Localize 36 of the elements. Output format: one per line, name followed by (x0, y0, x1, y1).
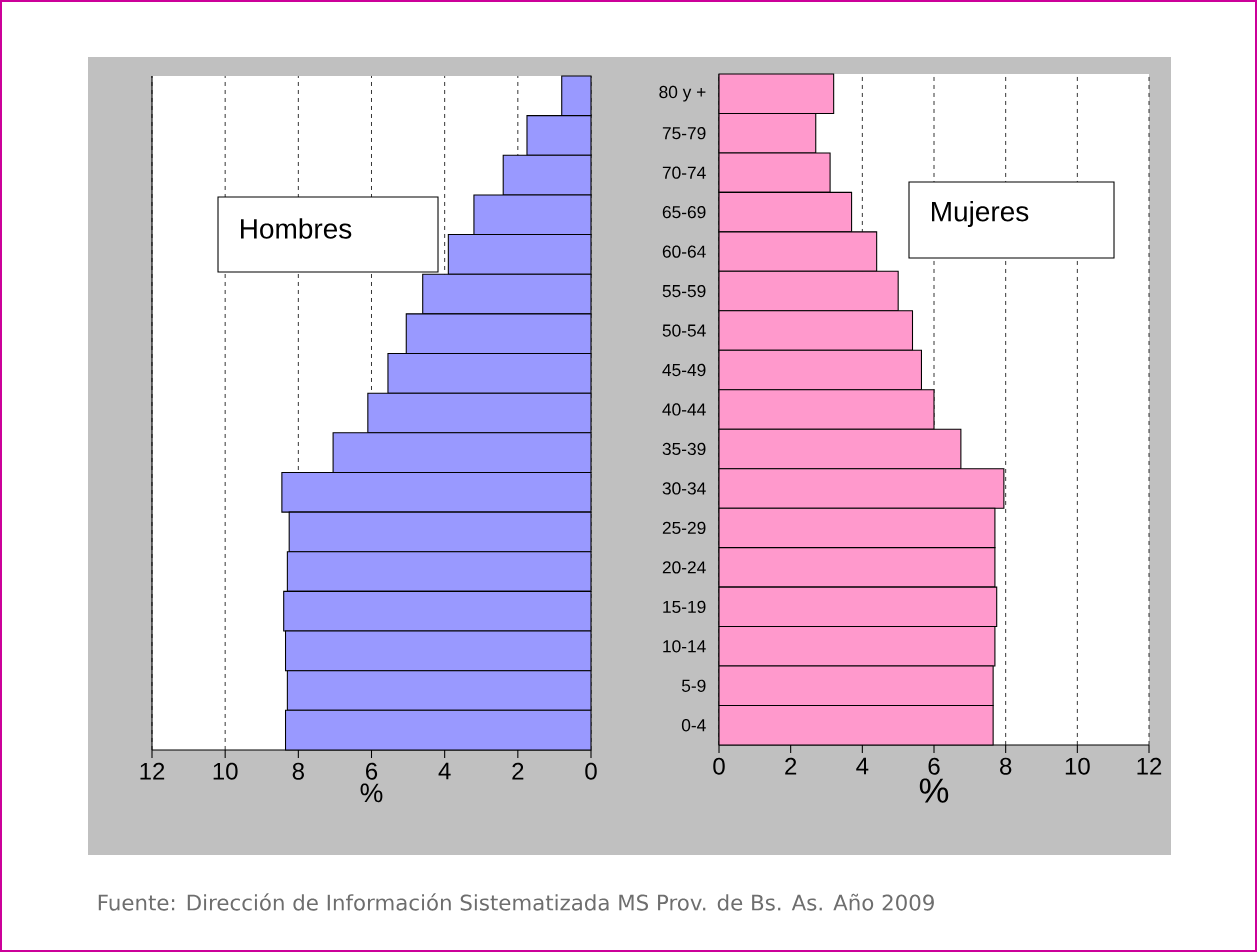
x-tick-label: 4 (438, 762, 451, 780)
y-tick-label: 30-34 (662, 482, 706, 495)
source-note: Fuente: Dirección de Información Sistematizada MS Prov. de Bs. As. Año 2009 (98, 893, 934, 911)
x-tick-label: 0 (585, 762, 597, 780)
x-tick-label: 6 (928, 757, 940, 775)
annotation: Hombres (241, 218, 352, 239)
x-axis-title: % (360, 783, 383, 803)
y-tick-label: 35-39 (662, 442, 706, 456)
x-tick-label: 0 (713, 757, 725, 775)
x-tick-label: 2 (785, 757, 797, 775)
y-tick-label: 15-19 (663, 600, 706, 613)
y-tick-label: 45-49 (662, 363, 706, 377)
x-axis-title: % (919, 778, 949, 803)
y-tick-label: 75-79 (662, 127, 706, 140)
x-tick-label: 4 (856, 757, 869, 775)
y-tick-label: 55-59 (662, 284, 706, 298)
x-tick-label: 12 (1137, 757, 1162, 775)
y-tick-label: 0-4 (681, 719, 706, 732)
y-tick-label: 65-69 (662, 205, 706, 219)
y-tick-label: 50-54 (662, 324, 706, 337)
y-tick-label: 5-9 (681, 679, 706, 692)
y-tick-label: 80 y + (659, 85, 706, 102)
x-tick-label: 8 (292, 762, 304, 780)
x-tick-label: 10 (213, 762, 238, 780)
y-tick-label: 40-44 (662, 403, 706, 416)
y-tick-label: 20-24 (662, 561, 706, 574)
x-tick-label: 12 (140, 762, 165, 780)
y-tick-label: 25-29 (662, 521, 706, 535)
x-tick-label: 8 (1000, 757, 1012, 775)
x-tick-label: 10 (1065, 757, 1090, 775)
y-tick-label: 70-74 (662, 166, 706, 179)
x-tick-label: 6 (366, 762, 378, 780)
x-tick-label: 2 (512, 762, 524, 780)
annotation: Mujeres (932, 200, 1029, 228)
y-tick-label: 10-14 (663, 640, 706, 653)
y-tick-label: 60-64 (662, 245, 706, 258)
